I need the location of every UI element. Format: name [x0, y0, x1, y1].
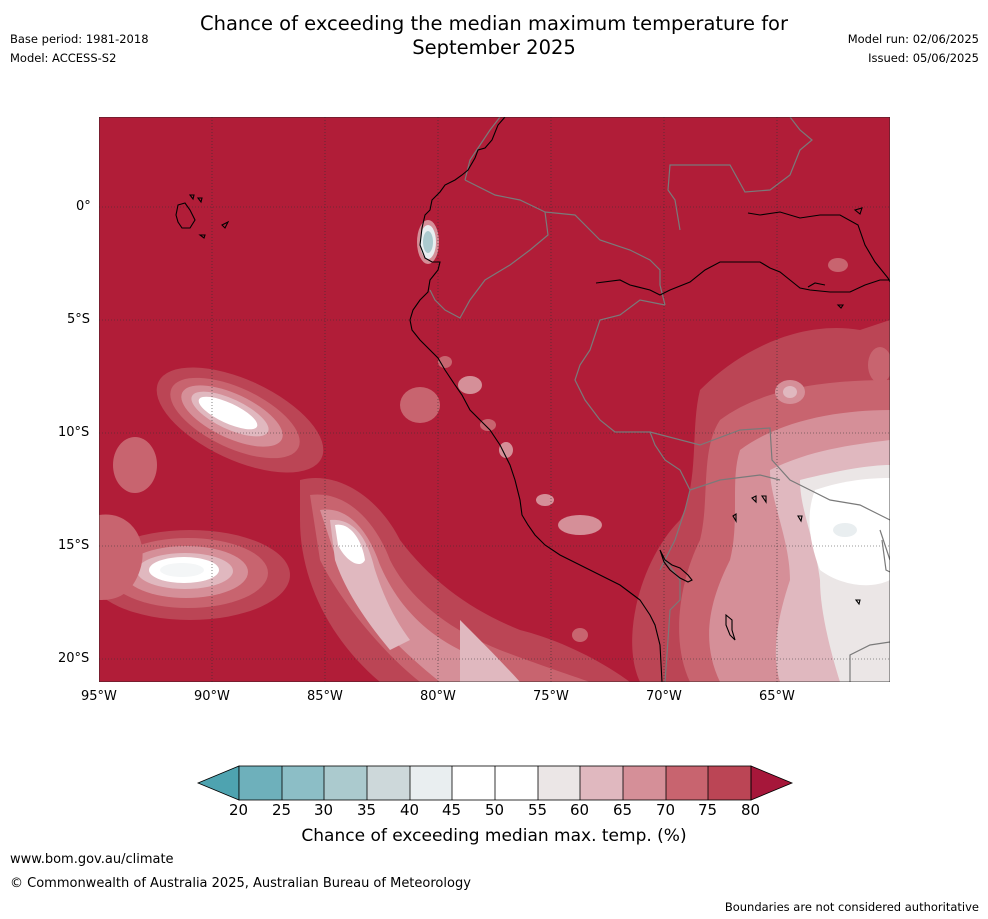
colorbar-segment [623, 766, 666, 800]
colorbar-tick: 30 [314, 801, 334, 819]
lat-label: 5°S [67, 312, 91, 327]
colorbar-tick: 80 [741, 801, 761, 819]
colorbar [196, 765, 794, 801]
lon-label: 65°W [759, 689, 795, 704]
model-run-text: Model run: 02/06/2025 [847, 32, 979, 46]
base-period-text: Base period: 1981-2018 [10, 32, 149, 46]
model-text: Model: ACCESS-S2 [10, 51, 117, 65]
colorbar-label: Chance of exceeding median max. temp. (%… [301, 826, 687, 846]
lon-label: 75°W [533, 689, 569, 704]
lat-label: 10°S [58, 425, 90, 440]
title-line-2: September 2025 [412, 36, 576, 59]
colorbar-tick: 60 [570, 801, 590, 819]
colorbar-segment [367, 766, 410, 800]
disclaimer-text: Boundaries are not considered authoritat… [724, 900, 979, 914]
colorbar-segment [708, 766, 751, 800]
title-line-1: Chance of exceeding the median maximum t… [199, 12, 789, 35]
map-area [99, 117, 890, 682]
colorbar-tick: 50 [485, 801, 505, 819]
colorbar-segment [538, 766, 580, 800]
lon-label: 85°W [307, 689, 343, 704]
colorbar-segment [239, 766, 282, 800]
lon-label: 90°W [194, 689, 230, 704]
lat-label: 20°S [58, 651, 90, 666]
colorbar-segment [282, 766, 324, 800]
chart-title: Chance of exceeding the median maximum t… [0, 12, 988, 60]
colorbar-segment [666, 766, 708, 800]
lat-label: 0° [76, 199, 91, 214]
colorbar-tick: 40 [400, 801, 420, 819]
copyright-text: © Commonwealth of Australia 2025, Austra… [10, 876, 471, 891]
lon-label: 95°W [81, 689, 117, 704]
colorbar-segment [495, 766, 538, 800]
probability-contours [99, 220, 890, 682]
colorbar-tick: 25 [272, 801, 292, 819]
colorbar-tick: 65 [613, 801, 633, 819]
website-link[interactable]: www.bom.gov.au/climate [10, 852, 174, 867]
coastlines [175, 117, 890, 682]
lon-label: 70°W [646, 689, 682, 704]
colorbar-segment [324, 766, 367, 800]
colorbar-tick: 55 [528, 801, 548, 819]
colorbar-tick: 70 [656, 801, 676, 819]
colorbar-segment [410, 766, 452, 800]
colorbar-tick: 75 [698, 801, 718, 819]
colorbar-extend-low [196, 765, 240, 801]
colorbar-extend-high [750, 765, 794, 801]
graticule [99, 117, 890, 682]
lon-label: 80°W [420, 689, 456, 704]
lat-label: 15°S [58, 538, 90, 553]
colorbar-tick: 20 [229, 801, 249, 819]
colorbar-segment [580, 766, 623, 800]
colorbar-tick: 35 [357, 801, 377, 819]
issued-text: Issued: 05/06/2025 [868, 51, 979, 65]
country-borders [429, 117, 890, 682]
colorbar-tick: 45 [442, 801, 462, 819]
colorbar-segment [452, 766, 495, 800]
